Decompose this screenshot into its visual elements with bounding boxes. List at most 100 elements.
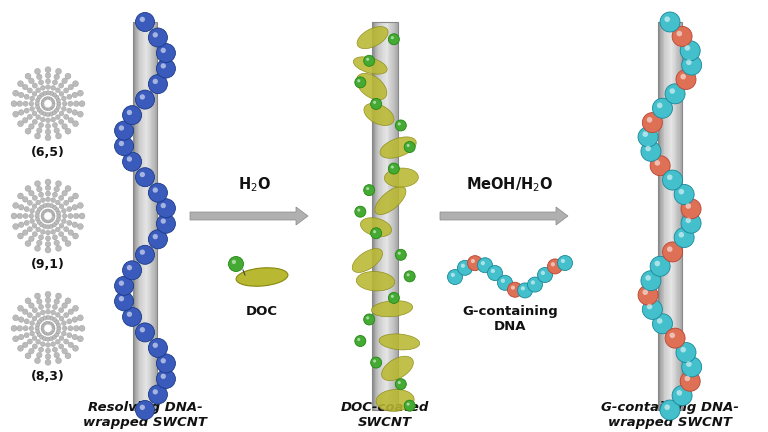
- Circle shape: [72, 92, 78, 98]
- Circle shape: [25, 185, 31, 191]
- Circle shape: [643, 289, 648, 295]
- Circle shape: [645, 146, 651, 151]
- Circle shape: [79, 325, 85, 331]
- Circle shape: [41, 328, 45, 332]
- Bar: [658, 22, 659, 410]
- Circle shape: [32, 119, 38, 124]
- Circle shape: [684, 376, 690, 381]
- Bar: [681, 22, 682, 410]
- Circle shape: [49, 316, 54, 320]
- Circle shape: [45, 309, 51, 314]
- Circle shape: [491, 269, 495, 273]
- Circle shape: [665, 328, 685, 348]
- Circle shape: [45, 291, 51, 297]
- Bar: [141, 22, 142, 410]
- Circle shape: [161, 374, 166, 379]
- Circle shape: [12, 111, 18, 117]
- Circle shape: [45, 354, 51, 359]
- Bar: [373, 22, 374, 410]
- Bar: [659, 22, 660, 410]
- Bar: [387, 22, 388, 410]
- Circle shape: [24, 319, 29, 324]
- Circle shape: [65, 241, 71, 247]
- Circle shape: [45, 236, 51, 241]
- Circle shape: [50, 217, 54, 221]
- Circle shape: [48, 97, 51, 101]
- Circle shape: [161, 219, 166, 224]
- Circle shape: [135, 13, 154, 32]
- Circle shape: [37, 207, 41, 212]
- Circle shape: [58, 195, 64, 200]
- Circle shape: [57, 326, 61, 330]
- Circle shape: [37, 95, 41, 99]
- Circle shape: [72, 233, 78, 239]
- Circle shape: [44, 324, 52, 332]
- Bar: [377, 22, 378, 410]
- Circle shape: [41, 103, 45, 107]
- Circle shape: [68, 230, 74, 235]
- Circle shape: [44, 212, 52, 220]
- Circle shape: [46, 209, 50, 213]
- Circle shape: [72, 110, 78, 115]
- Circle shape: [55, 200, 60, 205]
- Circle shape: [12, 90, 18, 96]
- Circle shape: [51, 310, 55, 315]
- Bar: [667, 22, 668, 410]
- Bar: [375, 22, 376, 410]
- Circle shape: [48, 331, 51, 335]
- Circle shape: [68, 101, 73, 106]
- Circle shape: [54, 186, 59, 192]
- Circle shape: [61, 321, 66, 326]
- Circle shape: [51, 213, 55, 216]
- Circle shape: [371, 228, 382, 239]
- Circle shape: [30, 219, 35, 223]
- Circle shape: [389, 34, 399, 45]
- Circle shape: [12, 223, 18, 229]
- Circle shape: [42, 203, 47, 208]
- Circle shape: [30, 321, 35, 326]
- Circle shape: [153, 234, 158, 239]
- Circle shape: [59, 316, 64, 321]
- Circle shape: [23, 326, 28, 331]
- Circle shape: [45, 179, 51, 185]
- Circle shape: [55, 95, 59, 99]
- Circle shape: [28, 124, 35, 129]
- Bar: [677, 22, 678, 410]
- Circle shape: [54, 128, 59, 133]
- Circle shape: [679, 189, 684, 194]
- Circle shape: [52, 222, 57, 227]
- Circle shape: [28, 191, 35, 196]
- Circle shape: [667, 175, 673, 180]
- Text: DOC-coated
SWCNT: DOC-coated SWCNT: [341, 401, 429, 429]
- Circle shape: [373, 359, 376, 362]
- Circle shape: [65, 128, 71, 134]
- Text: (6,5): (6,5): [31, 146, 65, 159]
- Circle shape: [45, 348, 51, 353]
- Circle shape: [11, 325, 17, 331]
- Bar: [148, 22, 149, 410]
- Circle shape: [37, 299, 42, 304]
- Circle shape: [366, 316, 369, 320]
- Circle shape: [18, 121, 24, 127]
- Circle shape: [55, 227, 60, 232]
- Circle shape: [46, 107, 50, 111]
- Bar: [666, 22, 667, 410]
- Circle shape: [65, 73, 71, 79]
- Circle shape: [665, 84, 685, 104]
- Circle shape: [41, 310, 45, 315]
- Circle shape: [55, 320, 59, 324]
- Circle shape: [41, 342, 45, 346]
- Bar: [382, 22, 383, 410]
- Bar: [376, 22, 377, 410]
- Circle shape: [391, 295, 394, 298]
- Circle shape: [37, 333, 41, 337]
- Circle shape: [61, 209, 66, 213]
- Circle shape: [119, 141, 124, 146]
- Circle shape: [55, 181, 61, 187]
- Circle shape: [27, 312, 32, 318]
- Circle shape: [357, 338, 360, 341]
- Bar: [146, 22, 147, 410]
- Circle shape: [357, 79, 360, 83]
- Circle shape: [148, 338, 167, 357]
- Bar: [389, 22, 390, 410]
